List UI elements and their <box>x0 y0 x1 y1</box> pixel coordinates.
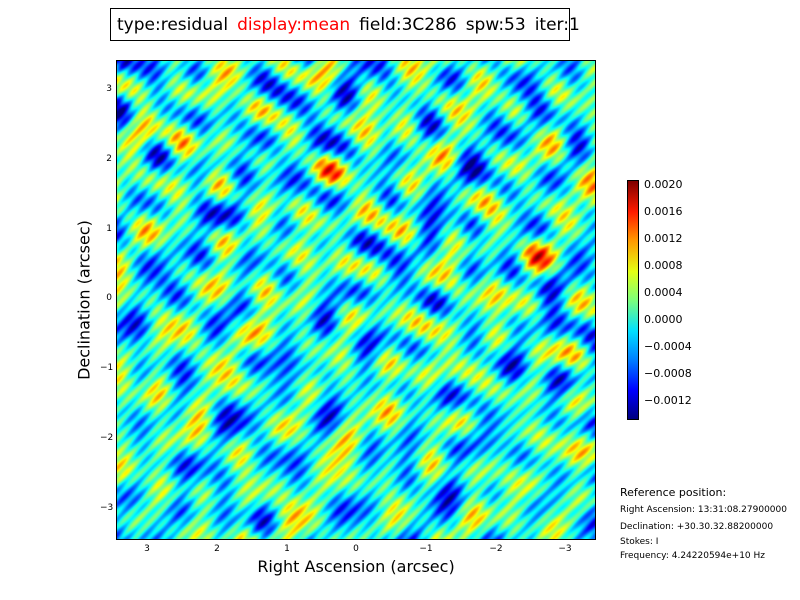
colorbar <box>627 180 639 420</box>
x-tick-label: −2 <box>489 544 503 554</box>
colorbar-tick-label: −0.0008 <box>644 367 692 380</box>
title-box: type:residual display:mean field:3C286 s… <box>110 8 580 41</box>
reference-stokes: Stokes: I <box>620 537 659 547</box>
colorbar-tick-label: 0.0008 <box>644 259 683 272</box>
reference-heading: Reference position: <box>620 486 727 499</box>
x-tick-label: −1 <box>419 544 433 554</box>
reference-ra: Right Ascension: 13:31:08.27900000 <box>620 505 787 515</box>
x-tick-label: 1 <box>284 544 290 554</box>
y-tick-label: 2 <box>106 154 112 164</box>
residual-heatmap[interactable] <box>117 61 595 539</box>
title-type: type:residual <box>117 14 229 35</box>
x-tick-label: 2 <box>214 544 220 554</box>
reference-dec: Declination: +30.30.32.88200000 <box>620 522 774 532</box>
colorbar-tick-label: −0.0004 <box>644 340 692 353</box>
reference-frequency: Frequency: 4.24220594e+10 Hz <box>620 551 766 561</box>
colorbar-tick-label: 0.0012 <box>644 232 683 245</box>
colorbar-tick-label: 0.0016 <box>644 205 683 218</box>
y-tick-label: 3 <box>106 84 112 94</box>
y-tick-label: 1 <box>106 224 112 234</box>
y-tick-label: −1 <box>100 363 114 373</box>
residual-image-plot[interactable] <box>116 60 596 540</box>
colorbar-tick-label: −0.0012 <box>644 394 692 407</box>
title-field: field:3C286 <box>359 14 457 35</box>
y-tick-label: −2 <box>100 433 114 443</box>
title-iter: iter:1 <box>534 14 580 35</box>
colorbar-tick-label: 0.0004 <box>644 286 683 299</box>
title-display: display:mean <box>237 14 351 35</box>
x-axis-label: Right Ascension (arcsec) <box>257 557 455 576</box>
y-tick-label: 0 <box>106 293 112 303</box>
colorbar-tick-label: 0.0000 <box>644 313 683 326</box>
x-tick-label: 0 <box>353 544 359 554</box>
colorbar-tick-label: 0.0020 <box>644 178 683 191</box>
x-tick-label: −3 <box>558 544 572 554</box>
x-tick-label: 3 <box>144 544 150 554</box>
title-spw: spw:53 <box>465 14 526 35</box>
y-tick-label: −3 <box>100 503 114 513</box>
y-axis-label: Declination (arcsec) <box>74 220 94 380</box>
